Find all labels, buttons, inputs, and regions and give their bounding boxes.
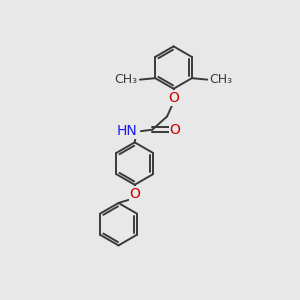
Text: O: O bbox=[168, 91, 179, 105]
Text: CH₃: CH₃ bbox=[210, 73, 233, 86]
Text: O: O bbox=[129, 187, 140, 201]
Text: HN: HN bbox=[116, 124, 137, 138]
Text: CH₃: CH₃ bbox=[114, 73, 137, 86]
Text: O: O bbox=[169, 123, 181, 137]
